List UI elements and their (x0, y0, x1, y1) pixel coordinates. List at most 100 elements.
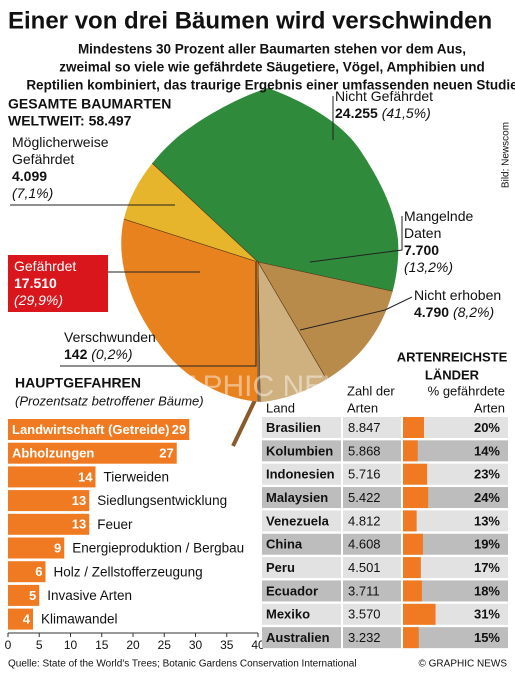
slice-name: Verschwunden (64, 329, 156, 345)
slice-label: Nicht erhoben 4.790 (8,2%) (414, 287, 514, 321)
slice-percent: (0,2%) (91, 346, 133, 362)
subtitle: zweimal so viele wie gefährdete Säugetie… (59, 60, 485, 75)
bar (8, 513, 90, 535)
table-cell (262, 417, 341, 438)
bar-value: 29 (172, 422, 186, 437)
table-cell (403, 440, 508, 462)
slice-percent: (41,5%) (381, 105, 431, 121)
table-title: LÄNDER (425, 367, 480, 382)
bar (8, 466, 96, 488)
column-header: % gefährdete (428, 383, 505, 398)
slice-name: Nicht Gefährdet (335, 88, 434, 104)
slice-name: Mangelnde Daten (404, 208, 474, 241)
pie-slice (257, 261, 262, 402)
table-cell (343, 627, 401, 649)
bar (8, 584, 40, 606)
x-tick-label: 20 (126, 638, 140, 652)
species-count: 3.711 (348, 583, 380, 598)
species-count: 3.232 (348, 630, 381, 645)
bar-label: Holz / Zellstofferzeugung (54, 564, 203, 579)
table-cell (343, 487, 401, 509)
subtitle: Reptilien kombiniert, das traurige Ergeb… (26, 78, 515, 93)
country: Peru (266, 560, 295, 575)
percent-bar (403, 533, 423, 555)
slice-count: 4.099 (12, 168, 48, 184)
leader-lines (10, 96, 413, 367)
table-cell (262, 627, 341, 649)
column-header: Arten (474, 400, 505, 415)
x-tick-label: 0 (5, 638, 12, 652)
percent-label: 23% (474, 467, 500, 482)
slice-label: Mangelnde Daten 7.700 (13,2%) (404, 208, 504, 276)
percent-label: 20% (474, 420, 500, 435)
species-count: 5.716 (348, 467, 381, 482)
country: Indonesien (266, 467, 335, 482)
country: Australien (266, 630, 330, 645)
table-cell (403, 510, 508, 532)
bar-label: Tierweiden (104, 469, 170, 484)
percent-bar (403, 417, 424, 438)
country: Mexiko (266, 607, 310, 622)
table-cell (343, 580, 401, 602)
bar (8, 442, 177, 464)
leaf-stem (231, 395, 259, 447)
percent-label: 24% (474, 490, 500, 505)
x-tick-label: 15 (95, 638, 109, 652)
table-cell (343, 557, 401, 579)
bar (8, 537, 65, 559)
percent-label: 15% (474, 630, 500, 645)
bar-title: HAUPTGEFAHREN (15, 375, 141, 391)
table-cell (262, 487, 341, 509)
slice-name: Gefährdet (14, 258, 77, 274)
percent-label: 31% (474, 607, 500, 622)
percent-bar (403, 627, 419, 649)
slice-name: Möglicherweise Gefährdet (12, 134, 109, 167)
table-cell (343, 533, 401, 555)
table-cell (403, 487, 508, 509)
slice-count: 24.255 (335, 105, 378, 121)
percent-bar (403, 463, 428, 485)
country: Malaysien (266, 490, 328, 505)
species-count: 5.422 (348, 490, 381, 505)
percent-bar (403, 603, 436, 625)
percent-label: 19% (474, 537, 500, 552)
table-cell (343, 417, 401, 438)
table-cell (343, 440, 401, 462)
slice-percent: (8,2%) (452, 304, 495, 320)
percent-label: 14% (474, 443, 500, 458)
species-count: 4.812 (348, 513, 381, 528)
slice-label: Gefährdet 17.510 (29,9%) (8, 255, 108, 312)
species-count: 4.501 (348, 560, 381, 575)
x-tick-label: 35 (220, 638, 234, 652)
slice-count: 142 (64, 346, 88, 362)
bar-value: 5 (29, 588, 36, 603)
bar-value: 13 (72, 493, 86, 508)
slice-label: Verschwunden 142 (0,2%) (64, 329, 204, 363)
bar-value: 6 (35, 564, 42, 579)
x-tick-label: 5 (36, 638, 43, 652)
bar (8, 561, 46, 583)
bar-value: 14 (78, 469, 93, 484)
bar-value: 4 (23, 612, 31, 627)
country: Venezuela (266, 513, 330, 528)
table-cell (343, 603, 401, 625)
bar-value: 9 (54, 540, 61, 555)
slice-count: 7.700 (404, 242, 440, 258)
pie-title: GESAMTE BAUMARTEN (8, 96, 171, 112)
bar-label: Landwirtschaft (Getreide) (12, 422, 169, 437)
copyright: © GRAPHIC NEWS (419, 659, 508, 670)
country: Kolumbien (266, 443, 333, 458)
x-tick-label: 10 (64, 638, 78, 652)
pie-slice (121, 104, 259, 263)
table-cell (262, 580, 341, 602)
table-cell (403, 463, 508, 485)
column-header: Land (266, 400, 295, 415)
table-cell (262, 463, 341, 485)
species-count: 3.570 (348, 607, 381, 622)
pie-slice (257, 260, 375, 402)
column-header: Arten (347, 400, 378, 415)
x-tick-label: 30 (189, 638, 203, 652)
source: Quelle: State of the World's Trees; Bota… (8, 659, 357, 670)
species-count: 4.608 (348, 537, 381, 552)
